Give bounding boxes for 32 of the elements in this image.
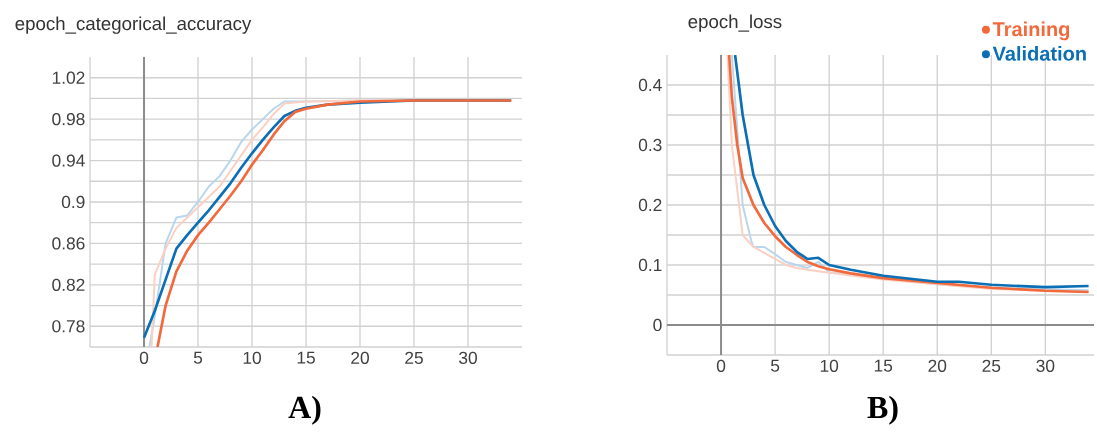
legend-label: Training [992,21,1070,41]
x-tick-label: 15 [874,359,893,372]
y-tick-label: 0 [653,318,662,332]
y-tick-label: 0.9 [61,195,85,209]
x-tick-label: 25 [982,359,1001,372]
y-tick-label: 0.82 [52,278,85,291]
x-tick-label: 30 [459,351,477,364]
y-tick-label: 0.3 [638,138,662,152]
x-tick-label: 25 [405,351,423,364]
chart-title: epoch_categorical_accuracy [15,16,252,34]
y-tick-label: 0.98 [52,113,85,126]
x-tick-label: 5 [770,359,780,372]
x-tick-label: 20 [928,359,947,372]
y-tick-label: 1.02 [52,71,85,84]
y-tick-label: 0.2 [638,198,662,212]
y-tick-label: 0.86 [52,237,85,250]
y-tick-label: 0.1 [638,258,662,272]
legend-label: Validation [992,46,1086,61]
x-tick-label: 10 [820,359,839,372]
x-tick-label: 15 [297,351,315,364]
text: A) [288,395,321,425]
y-tick-label: 0.4 [638,78,662,92]
y-tick-label: 0.94 [52,154,85,167]
x-tick-label: 0 [139,351,149,364]
x-tick-label: 10 [243,351,261,364]
y-tick-label: 0.78 [52,320,85,333]
chart-title: epoch_loss [688,14,782,32]
x-tick-label: 0 [716,359,726,372]
x-tick-label: 5 [193,351,203,364]
text: B) [867,395,898,425]
x-tick-label: 30 [1036,359,1055,372]
x-tick-label: 20 [351,351,369,364]
